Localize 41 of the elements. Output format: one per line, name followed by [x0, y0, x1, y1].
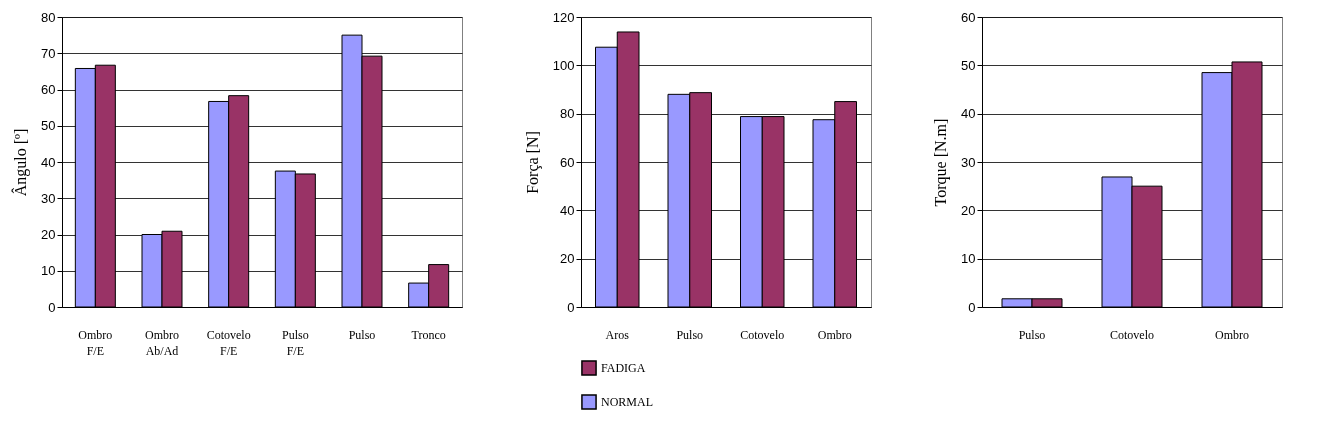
x-tick-label: Pulso	[1018, 327, 1046, 342]
x-tick-label: Pulso F/E	[281, 327, 309, 358]
y-tick-label: 20	[560, 251, 575, 267]
y-tick-label: 0	[48, 299, 56, 315]
y-tick-label: 40	[961, 106, 976, 122]
y-tick-label: 80	[560, 106, 575, 122]
legend-label: FADIGA	[601, 361, 646, 375]
y-tick-label: 60	[961, 9, 976, 25]
y-tick-label: 60	[560, 154, 575, 170]
y-tick-label: 0	[968, 299, 976, 315]
y-tick-label: 10	[41, 263, 56, 279]
x-tick-label: Cotovelo F/E	[206, 327, 251, 358]
y-tick-label: 100	[552, 57, 575, 73]
y-tick-label: 50	[961, 57, 976, 73]
x-tick-label: Tronco	[411, 327, 446, 342]
y-tick-label: 20	[41, 227, 56, 242]
x-tick-label: Ombro	[1215, 327, 1249, 342]
y-tick-label: 30	[41, 190, 56, 206]
x-tick-label: Cotovelo	[1110, 327, 1154, 342]
x-tick-label: Ombro	[817, 327, 852, 342]
y-tick-label: 20	[961, 202, 976, 218]
y-axis-title: Força [N]	[523, 131, 542, 194]
y-tick-label: 70	[41, 45, 56, 61]
x-tick-label: Ombro F/E	[78, 327, 113, 358]
x-tick-label: Ombro Ab/Ad	[145, 327, 179, 358]
y-axis-title: Torque [N.m]	[932, 118, 951, 207]
x-tick-label: Pulso	[348, 327, 376, 342]
x-tick-label: Aros	[605, 327, 630, 342]
y-tick-label: 40	[560, 202, 575, 218]
y-tick-label: 10	[961, 251, 976, 267]
x-tick-label: Cotovelo	[740, 327, 785, 342]
legend-label: NORMAL	[601, 395, 654, 409]
y-tick-label: 120	[552, 9, 575, 25]
y-tick-label: 60	[41, 82, 56, 97]
y-tick-label: 40	[41, 154, 56, 170]
y-tick-label: 80	[41, 9, 56, 25]
y-tick-label: 30	[961, 154, 976, 170]
y-tick-label: 50	[41, 118, 56, 134]
x-tick-label: Pulso	[676, 327, 704, 342]
y-axis-title: Ângulo [º]	[11, 128, 31, 197]
y-tick-label: 0	[567, 299, 575, 315]
